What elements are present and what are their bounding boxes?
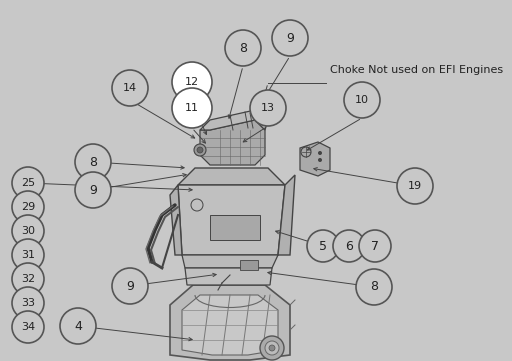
Text: Choke Not used on EFI Engines: Choke Not used on EFI Engines xyxy=(330,65,503,75)
Text: 6: 6 xyxy=(345,239,353,252)
Circle shape xyxy=(75,144,111,180)
Circle shape xyxy=(112,70,148,106)
Text: 9: 9 xyxy=(89,183,97,196)
Circle shape xyxy=(12,191,44,223)
Circle shape xyxy=(269,345,275,351)
Circle shape xyxy=(265,341,279,355)
Circle shape xyxy=(12,311,44,343)
Circle shape xyxy=(172,88,212,128)
Circle shape xyxy=(225,30,261,66)
Circle shape xyxy=(112,268,148,304)
Text: 9: 9 xyxy=(286,31,294,44)
Circle shape xyxy=(356,269,392,305)
Circle shape xyxy=(272,20,308,56)
Circle shape xyxy=(344,82,380,118)
Polygon shape xyxy=(178,168,285,185)
Text: 30: 30 xyxy=(21,226,35,236)
Text: 8: 8 xyxy=(370,280,378,293)
Polygon shape xyxy=(200,110,268,130)
Circle shape xyxy=(260,336,284,360)
Text: 10: 10 xyxy=(355,95,369,105)
Circle shape xyxy=(194,144,206,156)
Text: 34: 34 xyxy=(21,322,35,332)
Circle shape xyxy=(397,168,433,204)
Polygon shape xyxy=(170,285,290,360)
Circle shape xyxy=(12,167,44,199)
Circle shape xyxy=(318,151,322,155)
Circle shape xyxy=(12,263,44,295)
Bar xyxy=(210,215,260,240)
Text: 19: 19 xyxy=(408,181,422,191)
Polygon shape xyxy=(300,142,330,176)
Circle shape xyxy=(318,158,322,162)
Text: 12: 12 xyxy=(185,77,199,87)
Circle shape xyxy=(307,230,339,262)
Polygon shape xyxy=(182,295,278,355)
Text: 7: 7 xyxy=(371,239,379,252)
Polygon shape xyxy=(182,255,278,268)
Polygon shape xyxy=(200,120,265,165)
Circle shape xyxy=(12,215,44,247)
Polygon shape xyxy=(185,268,272,285)
Circle shape xyxy=(333,230,365,262)
Bar xyxy=(240,260,258,270)
Text: 31: 31 xyxy=(21,250,35,260)
Polygon shape xyxy=(170,185,182,255)
Circle shape xyxy=(172,62,212,102)
Polygon shape xyxy=(178,185,285,255)
Text: 8: 8 xyxy=(89,156,97,169)
Polygon shape xyxy=(278,175,295,255)
Text: 8: 8 xyxy=(239,42,247,55)
Text: 32: 32 xyxy=(21,274,35,284)
Circle shape xyxy=(75,172,111,208)
Circle shape xyxy=(250,90,286,126)
Text: 11: 11 xyxy=(185,103,199,113)
Circle shape xyxy=(197,147,203,153)
Text: 29: 29 xyxy=(21,202,35,212)
Text: 4: 4 xyxy=(74,319,82,332)
Text: 9: 9 xyxy=(126,279,134,292)
Circle shape xyxy=(12,287,44,319)
Text: 13: 13 xyxy=(261,103,275,113)
Circle shape xyxy=(12,239,44,271)
Text: 25: 25 xyxy=(21,178,35,188)
Text: 33: 33 xyxy=(21,298,35,308)
Text: 14: 14 xyxy=(123,83,137,93)
Circle shape xyxy=(359,230,391,262)
Circle shape xyxy=(60,308,96,344)
Text: 5: 5 xyxy=(319,239,327,252)
